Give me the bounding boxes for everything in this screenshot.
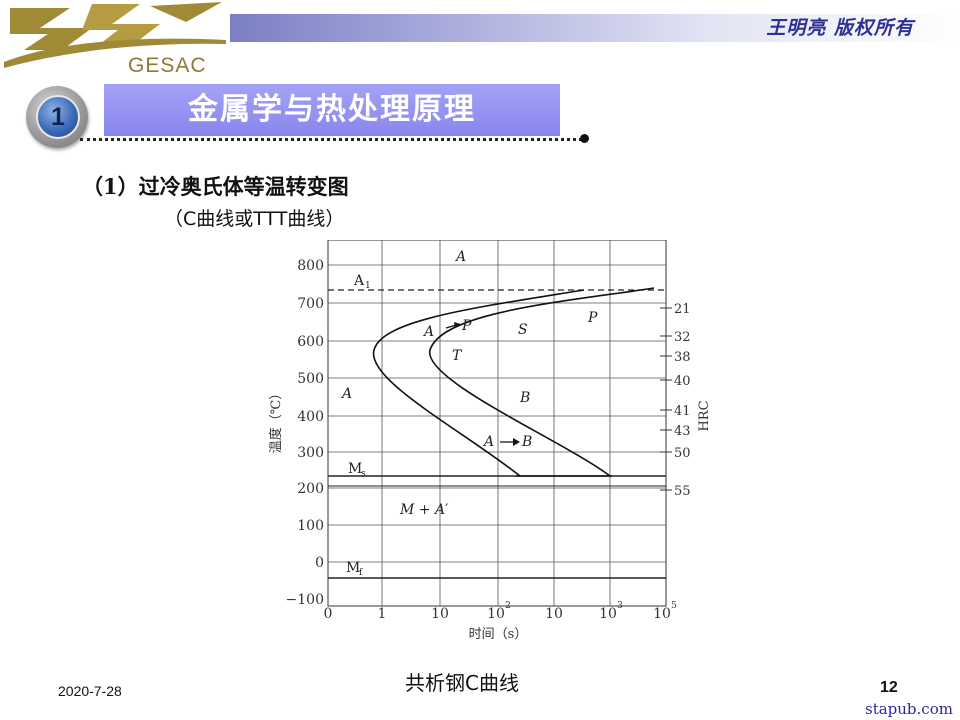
x-tick-exponent: 2 xyxy=(505,601,511,611)
y-axis-title: 温度（℃） xyxy=(268,387,284,454)
mf-label: M xyxy=(346,560,360,576)
region-a-left: A xyxy=(340,386,352,402)
hrc-ticks xyxy=(660,307,672,491)
section-title: 金属学与热处理原理 xyxy=(188,92,476,127)
hrc-value: 32 xyxy=(674,330,691,345)
ms-subscript: s xyxy=(361,469,366,479)
watermark: stapub.com xyxy=(865,700,953,718)
hrc-value: 40 xyxy=(674,374,691,389)
region-s: S xyxy=(518,322,528,338)
x-tick-label: 10 xyxy=(653,606,671,622)
y-axis-ticks: 800 700 600 500 400 300 200 100 0 −100 xyxy=(286,258,324,608)
logo-text: GESAC xyxy=(128,54,207,77)
section-number: 1 xyxy=(36,95,80,139)
title-underline-endpoint xyxy=(580,134,589,143)
copyright-text: 王明亮 版权所有 xyxy=(766,17,914,39)
ttt-diagram: 800 700 600 500 400 300 200 100 0 −100 0… xyxy=(268,240,712,642)
x-tick-exponent: 5 xyxy=(671,601,677,611)
gesac-logo xyxy=(4,2,226,68)
region-m-plus-a: M + A′ xyxy=(399,502,449,518)
title-background xyxy=(104,84,560,136)
x-axis-ticks: 0 1 10 10 2 10 10 3 10 5 xyxy=(324,601,678,622)
a1-label: A xyxy=(353,273,365,289)
x-tick-label: 0 xyxy=(324,606,333,622)
header-band xyxy=(230,14,960,42)
vertical-gridlines xyxy=(381,240,611,606)
region-a-top: A xyxy=(454,249,466,265)
figure-caption: 共析钢C曲线 xyxy=(405,671,519,695)
y-tick-label: −100 xyxy=(286,592,324,608)
hrc-tick-labels: 21 32 38 40 41 43 50 55 xyxy=(674,302,691,499)
y-tick-label: 500 xyxy=(297,371,324,387)
x-tick-exponent: 3 xyxy=(617,601,623,611)
hrc-value: 41 xyxy=(674,404,691,419)
y-tick-label: 0 xyxy=(315,555,324,571)
slide-date: 2020-7-28 xyxy=(58,683,122,699)
x-tick-label: 10 xyxy=(599,606,617,622)
a-to-b-b: B xyxy=(521,434,532,450)
region-t: T xyxy=(452,348,463,364)
transformation-start-curve xyxy=(372,289,585,477)
y-tick-label: 800 xyxy=(297,258,324,274)
transformation-finish-curve xyxy=(429,287,655,477)
hrc-value: 21 xyxy=(674,302,691,317)
y-tick-label: 200 xyxy=(297,481,324,497)
horizontal-gridlines xyxy=(328,264,666,563)
x-tick-label: 10 xyxy=(545,606,563,622)
x-tick-label: 10 xyxy=(487,606,505,622)
hrc-value: 43 xyxy=(674,424,691,439)
region-b: B xyxy=(519,390,530,406)
a1-subscript: 1 xyxy=(365,281,371,291)
y-tick-label: 100 xyxy=(297,518,324,534)
mf-subscript: f xyxy=(359,568,363,578)
y-tick-label: 600 xyxy=(297,334,324,350)
y-tick-label: 700 xyxy=(297,296,324,312)
x-tick-label: 1 xyxy=(378,606,387,622)
title-dotted-underline xyxy=(80,138,582,141)
region-p: P xyxy=(587,310,598,326)
y-tick-label: 300 xyxy=(297,445,324,461)
region-labels: A 1 M s M f A A A P P S T B A B M + A′ xyxy=(340,249,598,578)
hrc-axis-title: HRC xyxy=(697,400,712,431)
plot-frame xyxy=(327,240,667,607)
hrc-value: 38 xyxy=(674,350,691,365)
subtitle-main: （1）过冷奥氏体等温转变图 xyxy=(82,174,349,199)
ms-label: M xyxy=(348,461,362,477)
hrc-value: 55 xyxy=(674,484,691,499)
x-axis-title: 时间（s） xyxy=(469,627,528,642)
a-to-p-a: A xyxy=(422,324,434,340)
y-tick-label: 400 xyxy=(297,409,324,425)
hrc-value: 50 xyxy=(674,446,691,461)
a-to-p-p: P xyxy=(461,318,472,334)
page-number: 12 xyxy=(880,679,898,696)
x-tick-label: 10 xyxy=(431,606,449,622)
a-to-b-a: A xyxy=(482,434,494,450)
subtitle-alt: （C曲线或TTT曲线） xyxy=(164,208,345,230)
